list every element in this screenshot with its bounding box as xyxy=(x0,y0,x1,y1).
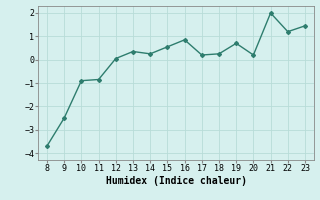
X-axis label: Humidex (Indice chaleur): Humidex (Indice chaleur) xyxy=(106,176,246,186)
